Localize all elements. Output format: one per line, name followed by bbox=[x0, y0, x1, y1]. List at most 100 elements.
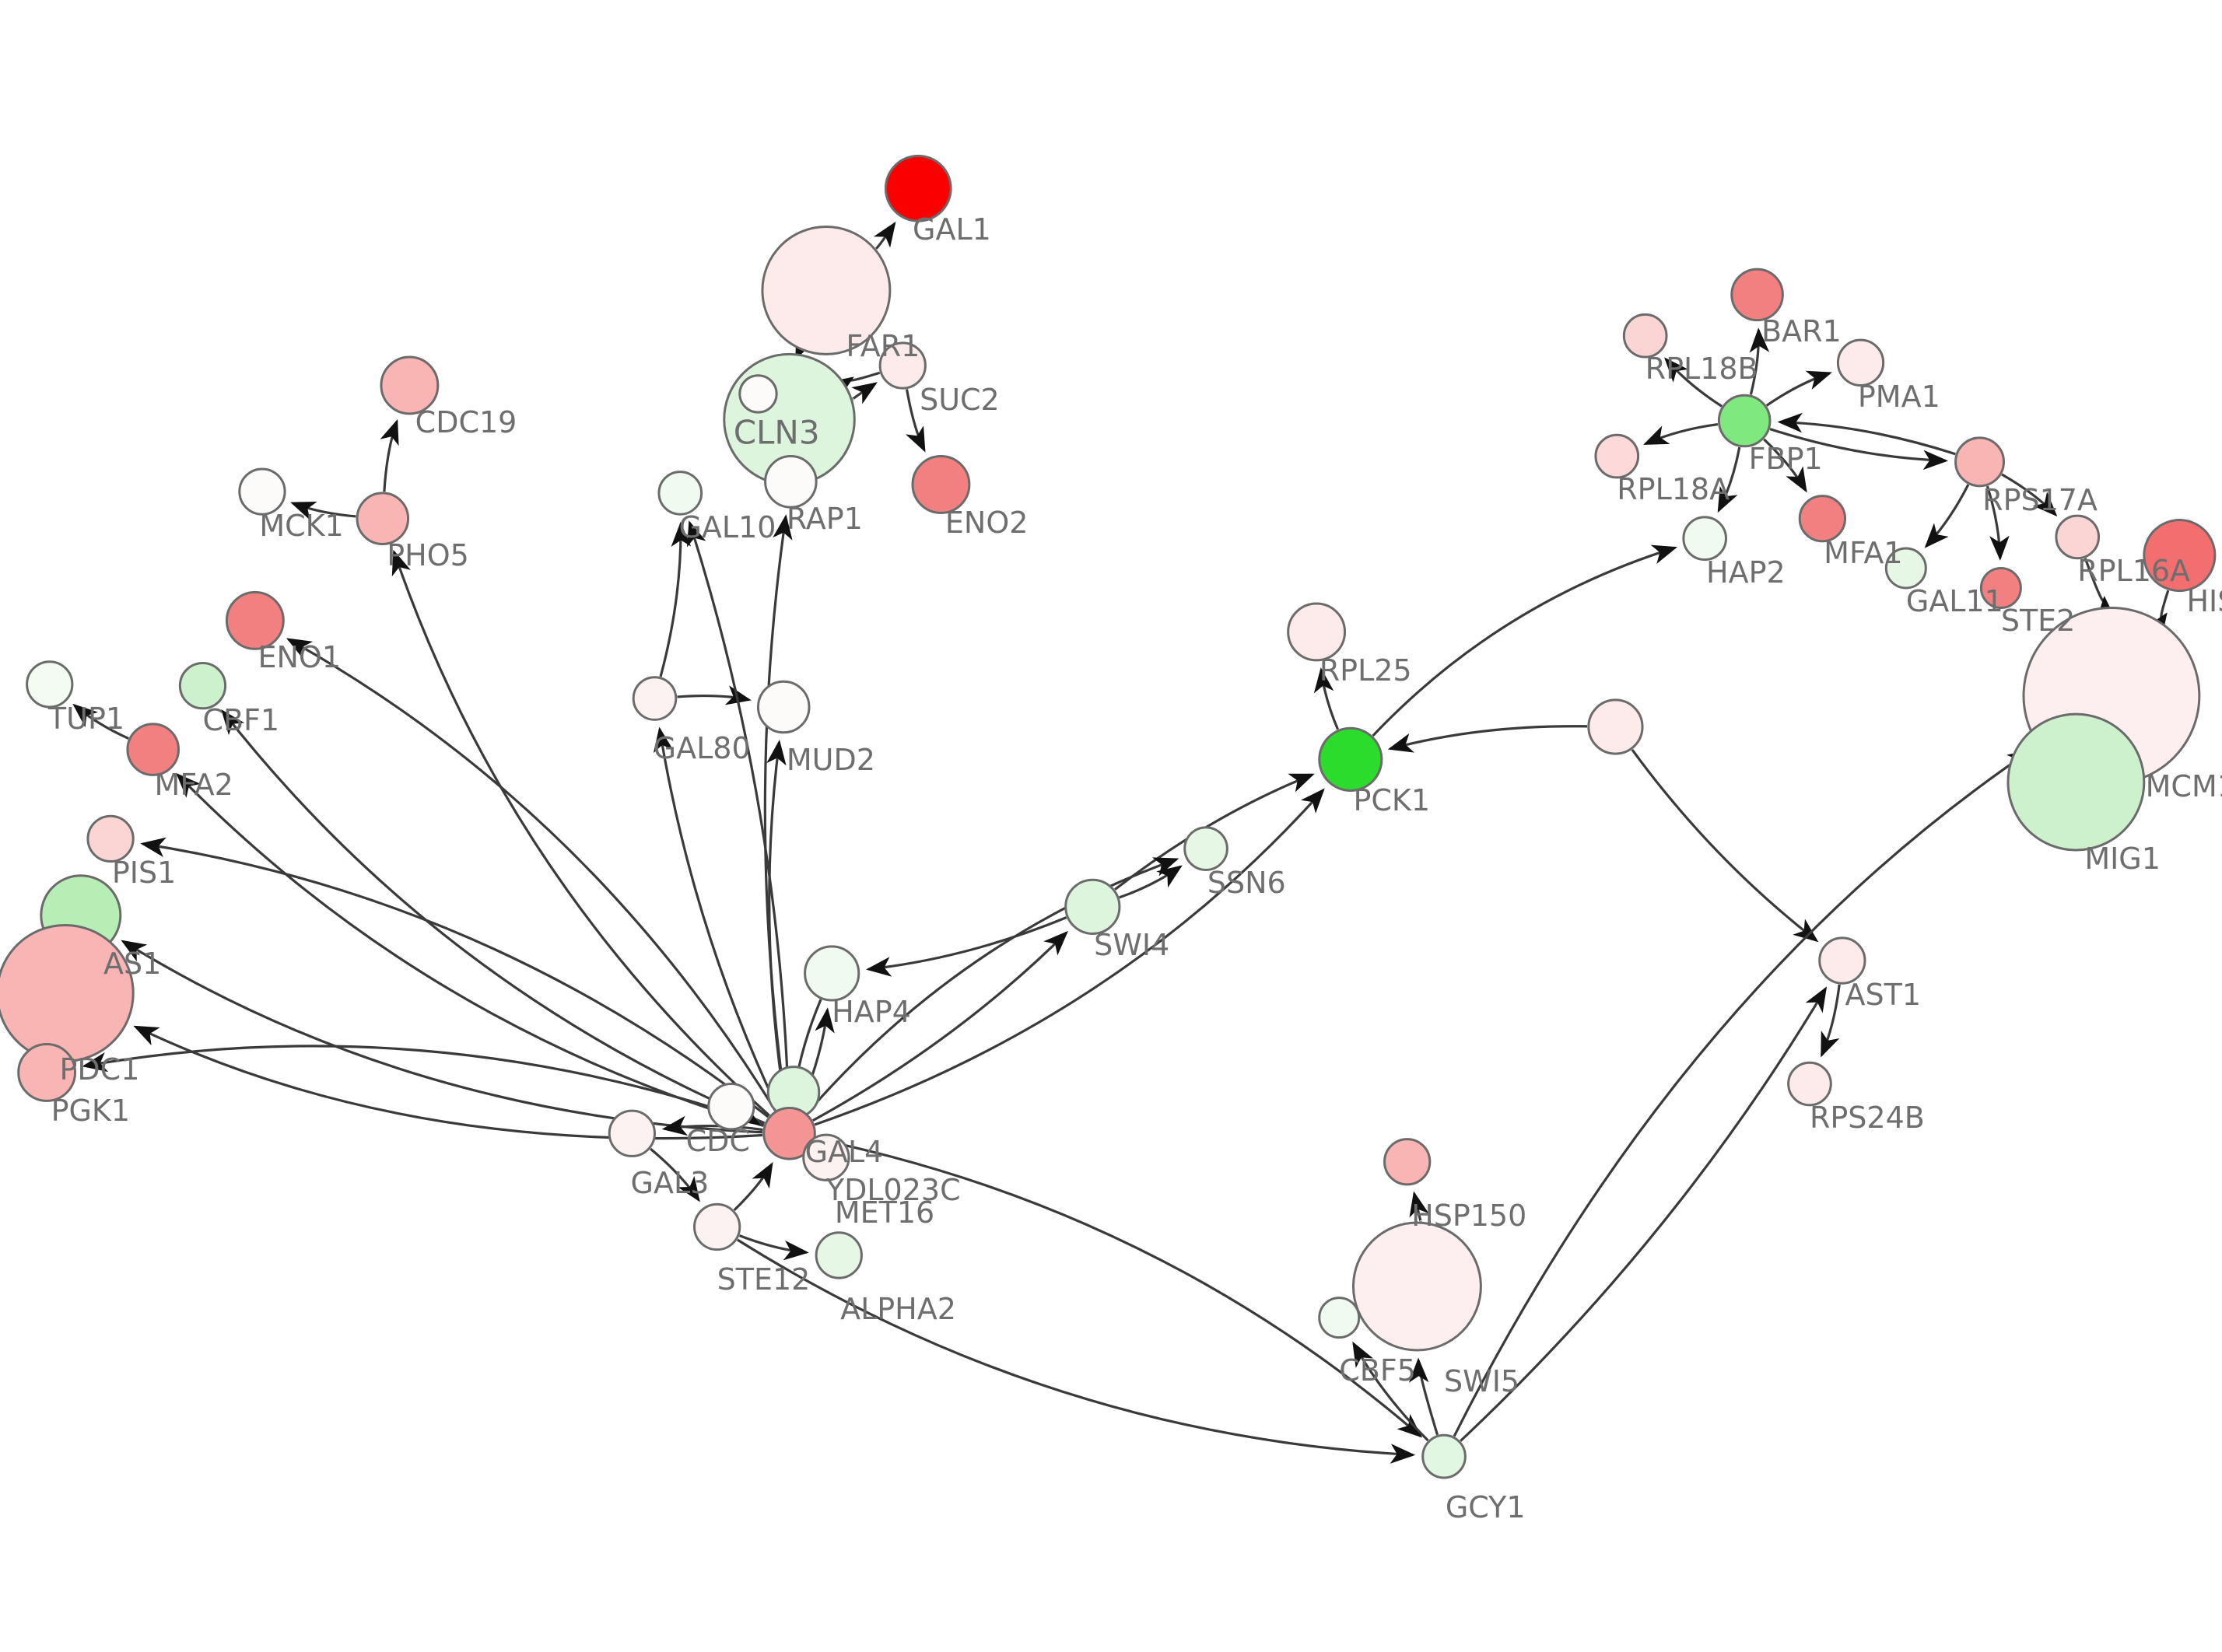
gene-node[interactable] bbox=[764, 1108, 815, 1160]
edge bbox=[1767, 369, 1835, 406]
edge bbox=[813, 929, 1070, 1120]
node-label: GAL1 bbox=[913, 212, 991, 247]
gene-node[interactable] bbox=[609, 1111, 654, 1156]
gene-node[interactable] bbox=[885, 156, 951, 221]
node-label: MIG1 bbox=[2084, 842, 2161, 877]
gene-node[interactable] bbox=[1288, 604, 1345, 660]
edge bbox=[2128, 590, 2168, 659]
node-label: RAP1 bbox=[786, 501, 863, 536]
node-label: MCK1 bbox=[259, 508, 344, 543]
node-label: MFA1 bbox=[1824, 535, 1903, 570]
gene-node[interactable] bbox=[180, 663, 225, 709]
node-label: FBP1 bbox=[1748, 442, 1823, 477]
gene-node[interactable] bbox=[1732, 269, 1783, 320]
gene-node[interactable] bbox=[805, 947, 859, 1000]
node-label: SUC2 bbox=[920, 382, 1000, 417]
gene-node[interactable] bbox=[240, 469, 285, 514]
edge bbox=[815, 1139, 1425, 1440]
edge bbox=[755, 737, 793, 1107]
edge bbox=[650, 1149, 702, 1204]
edge bbox=[390, 548, 769, 1115]
edge bbox=[1663, 355, 1722, 407]
gene-node[interactable] bbox=[1589, 700, 1642, 754]
edge bbox=[831, 380, 880, 422]
gene-node[interactable] bbox=[1320, 728, 1382, 790]
gene-node[interactable] bbox=[19, 1045, 75, 1101]
gene-node[interactable] bbox=[226, 592, 283, 649]
gene-node[interactable] bbox=[816, 1233, 861, 1278]
gene-node[interactable] bbox=[762, 226, 890, 354]
edge bbox=[661, 520, 700, 677]
gene-node[interactable] bbox=[1838, 340, 1883, 385]
edge bbox=[1308, 665, 1344, 730]
gene-node[interactable] bbox=[659, 472, 702, 515]
edge bbox=[1454, 747, 2034, 1437]
nodes-layer bbox=[0, 156, 2215, 1478]
gene-node[interactable] bbox=[1385, 1139, 1430, 1185]
node-label: RPL18A bbox=[1617, 471, 1730, 506]
gene-node[interactable] bbox=[27, 662, 72, 707]
edge bbox=[174, 772, 764, 1125]
gene-node[interactable] bbox=[913, 457, 969, 513]
gene-node[interactable] bbox=[2008, 714, 2144, 850]
node-label: MCM1 bbox=[2145, 769, 2222, 804]
node-label: STE2 bbox=[2000, 604, 2076, 638]
gene-node[interactable] bbox=[1320, 1298, 1359, 1338]
node-label: PCK1 bbox=[1353, 783, 1430, 818]
gene-node[interactable] bbox=[1596, 435, 1638, 478]
gene-node[interactable] bbox=[804, 1135, 849, 1180]
gene-node[interactable] bbox=[2144, 520, 2215, 591]
edge bbox=[219, 708, 764, 1123]
edge bbox=[734, 1160, 774, 1210]
gene-node[interactable] bbox=[1800, 496, 1845, 541]
gene-node[interactable] bbox=[1353, 1223, 1481, 1350]
edge bbox=[1775, 405, 1956, 454]
node-label: MFA2 bbox=[154, 768, 233, 803]
node-label: HSP150 bbox=[1411, 1199, 1527, 1234]
node-label: SWI5 bbox=[1444, 1364, 1520, 1399]
edge bbox=[738, 1240, 1418, 1472]
gene-node[interactable] bbox=[1066, 880, 1120, 933]
gene-node[interactable] bbox=[1956, 438, 2004, 486]
gene-node[interactable] bbox=[1185, 828, 1228, 870]
gene-node[interactable] bbox=[1789, 1062, 1831, 1105]
gene-node[interactable] bbox=[357, 493, 408, 544]
edge bbox=[1120, 863, 1185, 905]
gene-node[interactable] bbox=[1981, 568, 2020, 607]
edge bbox=[864, 918, 1066, 983]
edge bbox=[1632, 750, 1821, 943]
gene-node[interactable] bbox=[381, 357, 438, 414]
edge bbox=[808, 373, 880, 416]
gene-node[interactable] bbox=[2056, 516, 2099, 558]
gene-node[interactable] bbox=[1886, 548, 1926, 588]
gene-node[interactable] bbox=[1684, 517, 1726, 560]
gene-node[interactable] bbox=[88, 816, 133, 861]
edge bbox=[1400, 1355, 1437, 1435]
node-label: HAP2 bbox=[1706, 555, 1786, 590]
gene-node[interactable] bbox=[880, 343, 925, 388]
edge bbox=[1386, 720, 1587, 756]
node-label: PMA1 bbox=[1857, 380, 1940, 415]
gene-node[interactable] bbox=[766, 457, 817, 508]
edge bbox=[678, 674, 754, 709]
gene-node[interactable] bbox=[1423, 1435, 1466, 1478]
gene-node[interactable] bbox=[695, 1204, 740, 1249]
gene-node[interactable] bbox=[0, 926, 133, 1062]
edge bbox=[1821, 985, 1855, 1059]
gene-node[interactable] bbox=[1719, 395, 1770, 446]
node-label: FAR1 bbox=[846, 328, 920, 363]
node-label: TUP1 bbox=[47, 701, 125, 736]
gene-node[interactable] bbox=[1624, 314, 1666, 357]
edge bbox=[2002, 474, 2059, 518]
edge bbox=[1981, 486, 2017, 563]
gene-node[interactable] bbox=[709, 1084, 754, 1129]
gene-node[interactable] bbox=[633, 677, 676, 720]
gene-node[interactable] bbox=[128, 724, 179, 775]
gene-node[interactable] bbox=[740, 376, 776, 412]
gene-node[interactable] bbox=[758, 681, 809, 733]
node-label: PHO5 bbox=[387, 538, 469, 573]
gene-node[interactable] bbox=[1820, 938, 1865, 983]
node-label: PDC1 bbox=[59, 1052, 140, 1087]
node-label: ENO2 bbox=[945, 506, 1029, 541]
